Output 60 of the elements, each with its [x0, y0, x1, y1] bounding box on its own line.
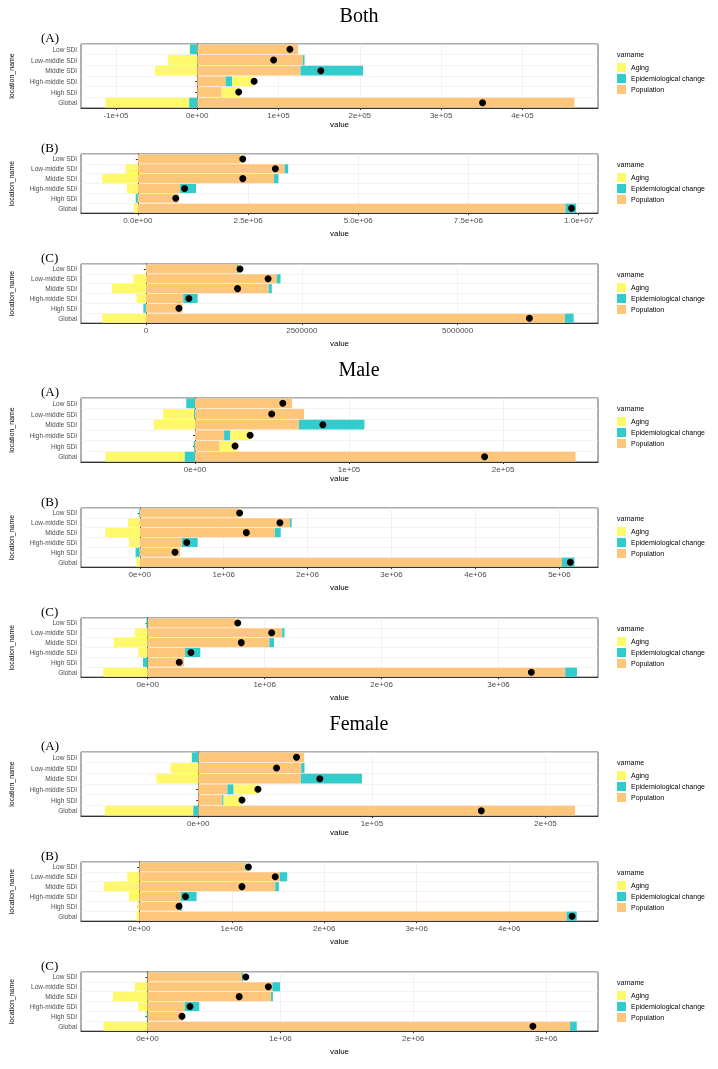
x-tick-label: 3e+05	[429, 110, 453, 120]
x-tick-label: 5.0e+06	[343, 215, 374, 225]
chart-title: (A)	[41, 30, 60, 45]
x-tick-label: 1e+05	[337, 464, 361, 474]
x-tick-label: 2e+05	[534, 818, 558, 828]
x-tick-label: 0e+00	[136, 1033, 160, 1043]
x-tick-label: 0e+00	[128, 569, 152, 579]
x-tick-label: 2e+05	[491, 464, 515, 474]
chart-title: (C)	[41, 604, 59, 619]
chart-title: (C)	[41, 958, 59, 973]
chart-title: (B)	[41, 848, 59, 863]
x-tick-label: 2e+06	[296, 569, 320, 579]
x-tick-label: 5e+06	[548, 569, 572, 579]
x-tick-label: 1e+06	[253, 679, 277, 689]
x-axis-title: value	[329, 936, 350, 946]
chart-title: (B)	[41, 494, 59, 509]
x-tick-label: 5000000	[442, 325, 474, 335]
chart-title: (A)	[41, 384, 60, 399]
x-tick-label: 1e+06	[212, 569, 236, 579]
x-axis-title: value	[329, 228, 350, 238]
x-axis-title: value	[329, 473, 350, 483]
x-tick-label: 4e+05	[511, 110, 535, 120]
x-tick-label: 2e+05	[348, 110, 372, 120]
x-tick-label: 2500000	[286, 325, 318, 335]
x-tick-label: 1e+06	[269, 1033, 293, 1043]
x-tick-label: 1e+05	[360, 818, 384, 828]
x-axis-title: value	[329, 338, 350, 348]
x-tick-label: 2e+06	[402, 1033, 426, 1043]
x-axis-title: value	[329, 582, 350, 592]
x-tick-label: 4e+06	[464, 569, 488, 579]
chart-title: (A)	[41, 738, 60, 753]
x-tick-label: 0e+00	[183, 464, 207, 474]
x-tick-label: 0e+00	[186, 110, 210, 120]
x-tick-label: 3e+06	[380, 569, 404, 579]
x-tick-label: 2e+06	[313, 923, 337, 933]
x-tick-label: 4e+06	[497, 923, 521, 933]
x-tick-label: 3e+06	[487, 679, 511, 689]
x-axis-title: value	[329, 692, 350, 702]
x-tick-label: 7.5e+06	[453, 215, 484, 225]
chart-subtitle: Male	[338, 358, 380, 380]
x-axis-title: value	[329, 1046, 350, 1056]
chart-title: (B)	[41, 140, 59, 155]
x-tick-label: 3e+06	[534, 1033, 558, 1043]
x-tick-label: 1.0e+07	[564, 215, 594, 225]
chart-subtitle: Both	[339, 4, 379, 26]
x-axis-title: value	[329, 119, 350, 129]
x-tick-label: 1e+06	[220, 923, 244, 933]
chart-subtitle: Female	[329, 712, 389, 734]
x-tick-label: -1e+05	[103, 110, 130, 120]
x-tick-label: 1e+05	[267, 110, 291, 120]
x-tick-label: 0e+00	[128, 923, 152, 933]
x-tick-label: 0	[143, 325, 149, 335]
x-axis-title: value	[329, 827, 350, 837]
x-tick-label: 2.5e+06	[233, 215, 264, 225]
chart-title: (C)	[41, 250, 59, 265]
x-tick-label: 3e+06	[405, 923, 429, 933]
x-tick-label: 0e+00	[186, 818, 211, 828]
x-tick-label: 2e+06	[370, 679, 394, 689]
x-tick-label: 0e+00	[136, 679, 160, 689]
x-tick-label: 0.0e+00	[123, 215, 153, 225]
